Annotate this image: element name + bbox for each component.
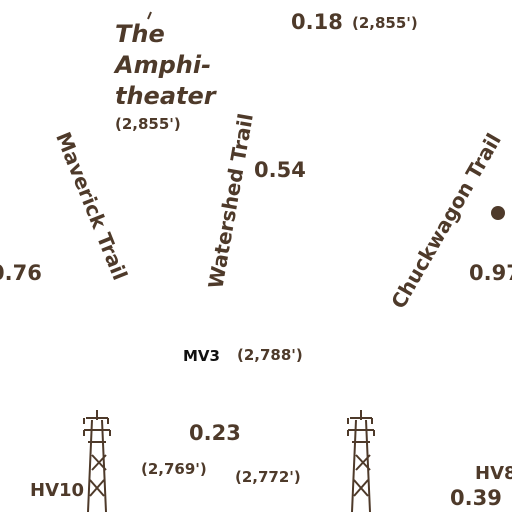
trail-junction-dot-icon: [491, 206, 505, 220]
feature-name-line-3: theater: [115, 81, 216, 110]
feature-elevation: (2,855'): [115, 114, 181, 133]
elevation-label-lower-left: (2,769'): [141, 460, 207, 478]
elevation-label-lower-mid: (2,772'): [235, 468, 301, 486]
distance-label-lower: 0.23: [189, 421, 241, 445]
distance-label-lower-right: 0.39: [450, 486, 502, 510]
feature-name-line-1: The: [115, 20, 165, 48]
distance-label-watershed: 0.54: [254, 158, 306, 182]
feature-name-line-2: Amphi-: [115, 50, 212, 79]
junction-label-hv8: HV8: [475, 463, 512, 484]
amphitheater-label: The Amphi- theater (2,855'): [115, 21, 216, 132]
amphitheater-accent-mark: [147, 11, 152, 20]
power-tower-icon: [83, 410, 111, 512]
distance-label-top: 0.18: [291, 10, 343, 34]
junction-label-mv3: MV3: [183, 347, 220, 365]
junction-label-hv10: HV10: [30, 480, 85, 501]
distance-label-right-edge: 0.97: [469, 261, 512, 285]
elevation-label-mv3: (2,788'): [237, 346, 303, 364]
elevation-label-top: (2,855'): [352, 14, 418, 32]
distance-label-left-edge: 0.76: [0, 261, 42, 285]
power-tower-icon: [347, 410, 375, 512]
